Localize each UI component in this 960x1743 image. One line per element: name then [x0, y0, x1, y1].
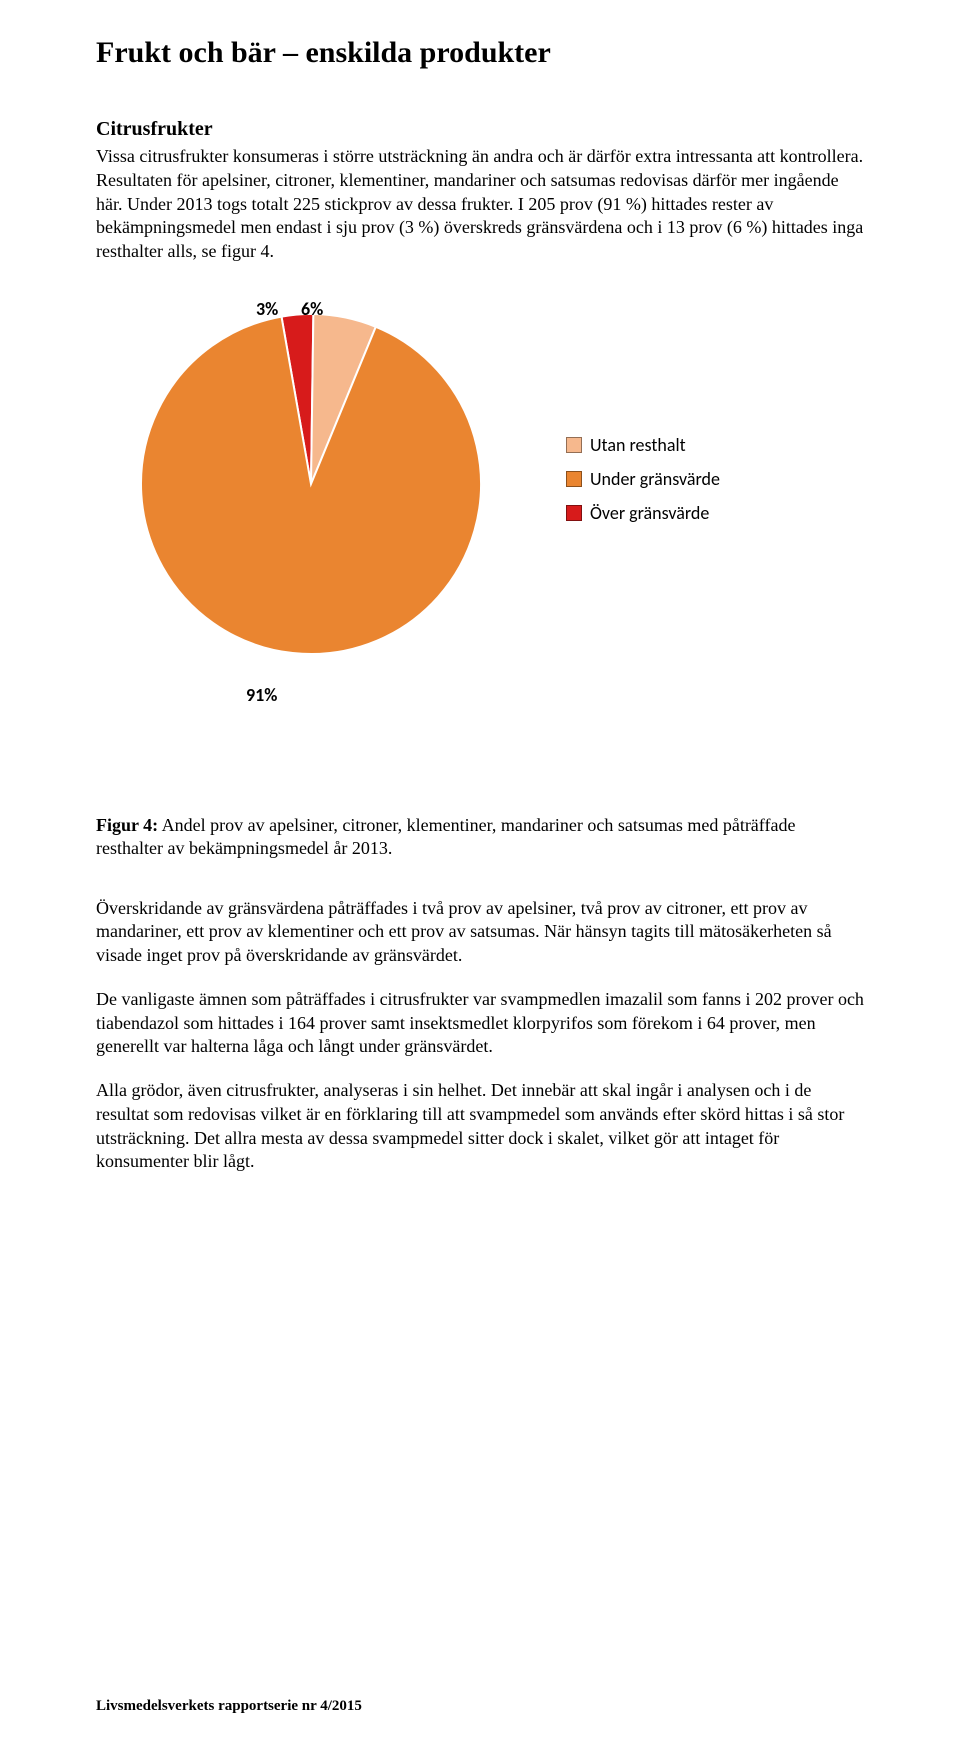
pie-slice-label: 6% — [301, 298, 323, 320]
pie-slice-label: 3% — [256, 298, 278, 320]
figure-caption-rest: Andel prov av apelsiner, citroner, kleme… — [96, 815, 795, 858]
legend-label: Utan resthalt — [590, 434, 686, 456]
pie-slice-label: 91% — [246, 684, 277, 706]
paragraph-intro: Vissa citrusfrukter konsumeras i större … — [96, 145, 864, 264]
page: Frukt och bär – enskilda produkter Citru… — [0, 0, 960, 1743]
legend-row: Under gränsvärde — [566, 468, 720, 490]
section-subtitle: Citrusfrukter — [96, 118, 864, 141]
legend-swatch — [566, 471, 582, 487]
paragraph-3: De vanligaste ämnen som påträffades i ci… — [96, 988, 864, 1059]
page-footer: Livsmedelsverkets rapportserie nr 4/2015 — [96, 1698, 362, 1715]
legend-label: Över gränsvärde — [590, 502, 709, 524]
pie-svg — [131, 304, 491, 664]
paragraph-2: Överskridande av gränsvärdena påträffade… — [96, 897, 864, 968]
pie-legend: Utan resthalt Under gränsvärde Över gränsv… — [566, 434, 720, 536]
pie-wrap: 3%6%91% — [131, 304, 491, 664]
legend-swatch — [566, 437, 582, 453]
legend-swatch — [566, 505, 582, 521]
figure-caption: Figur 4: Andel prov av apelsiner, citron… — [96, 814, 864, 861]
page-title: Frukt och bär – enskilda produkter — [96, 36, 864, 70]
paragraph-4: Alla grödor, även citrusfrukter, analyse… — [96, 1079, 864, 1174]
figure-caption-bold: Figur 4: — [96, 815, 158, 835]
legend-label: Under gränsvärde — [590, 468, 720, 490]
legend-row: Utan resthalt — [566, 434, 720, 456]
pie-chart: 3%6%91% Utan resthaltUnder gränsvärdeÖve… — [96, 294, 864, 774]
legend-row: Över gränsvärde — [566, 502, 720, 524]
